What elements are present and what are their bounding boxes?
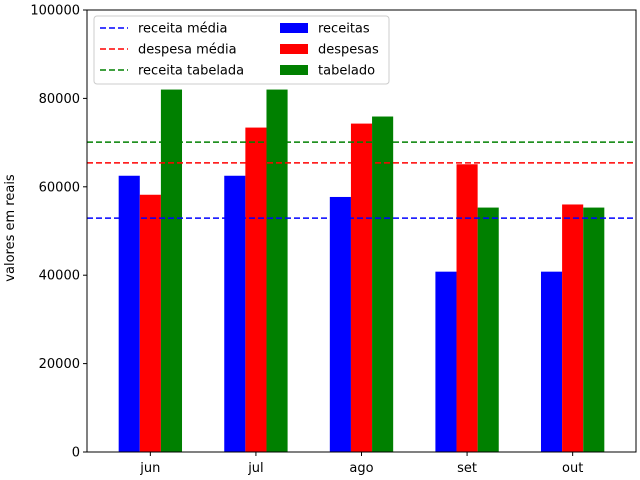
legend-label: tabelado [318,64,375,79]
axes-layer: 0 20000 40000 60000 80000 100000 jun jul ago set o… [30,4,637,476]
bar-tabelado-set [477,207,499,452]
bar-despesas-out [562,204,584,452]
bar-receitas-jun [118,175,140,452]
legend-label: receitas [318,22,370,37]
bar-tabelado-ago [372,116,394,452]
y-tick-label: 60000 [39,180,80,195]
legend-swatch-bar [280,65,308,75]
legend-swatch-bar [280,44,308,54]
reference-lines-layer [87,141,636,219]
bar-despesas-set [456,164,478,452]
bar-receitas-set [435,271,457,452]
legend-label: receita tabelada [138,64,244,79]
bar-despesas-ago [350,123,373,453]
legend-label: despesas [318,43,379,58]
x-tick-label: ago [349,461,373,476]
bar-tabelado-out [583,207,605,452]
bar-receitas-out [540,271,563,452]
bar-despesas-jul [245,127,267,453]
x-tick-label: jul [247,461,263,476]
bar-receitas-jul [224,175,246,452]
y-tick-label: 100000 [30,4,80,19]
y-tick-label: 0 [72,446,80,461]
y-tick-label: 80000 [39,92,80,107]
bar-tabelado-jun [160,89,183,452]
legend: receita média despesa média receita tabela… [93,15,390,85]
legend-label: receita média [138,22,228,37]
legend-label: despesa média [138,43,237,58]
y-axis-label: valores em reais [3,174,18,282]
bar-despesas-jun [139,194,161,453]
legend-box [93,15,390,85]
x-tick-label: set [457,461,477,476]
bar-tabelado-jul [266,89,288,452]
bar-receitas-ago [329,196,351,452]
legend-swatch-bar [280,23,308,33]
bars-layer [118,89,605,453]
x-tick-label: out [562,461,583,476]
x-tick-label: jun [139,461,160,476]
y-tick-label: 20000 [39,357,80,372]
y-tick-label: 40000 [39,269,80,284]
